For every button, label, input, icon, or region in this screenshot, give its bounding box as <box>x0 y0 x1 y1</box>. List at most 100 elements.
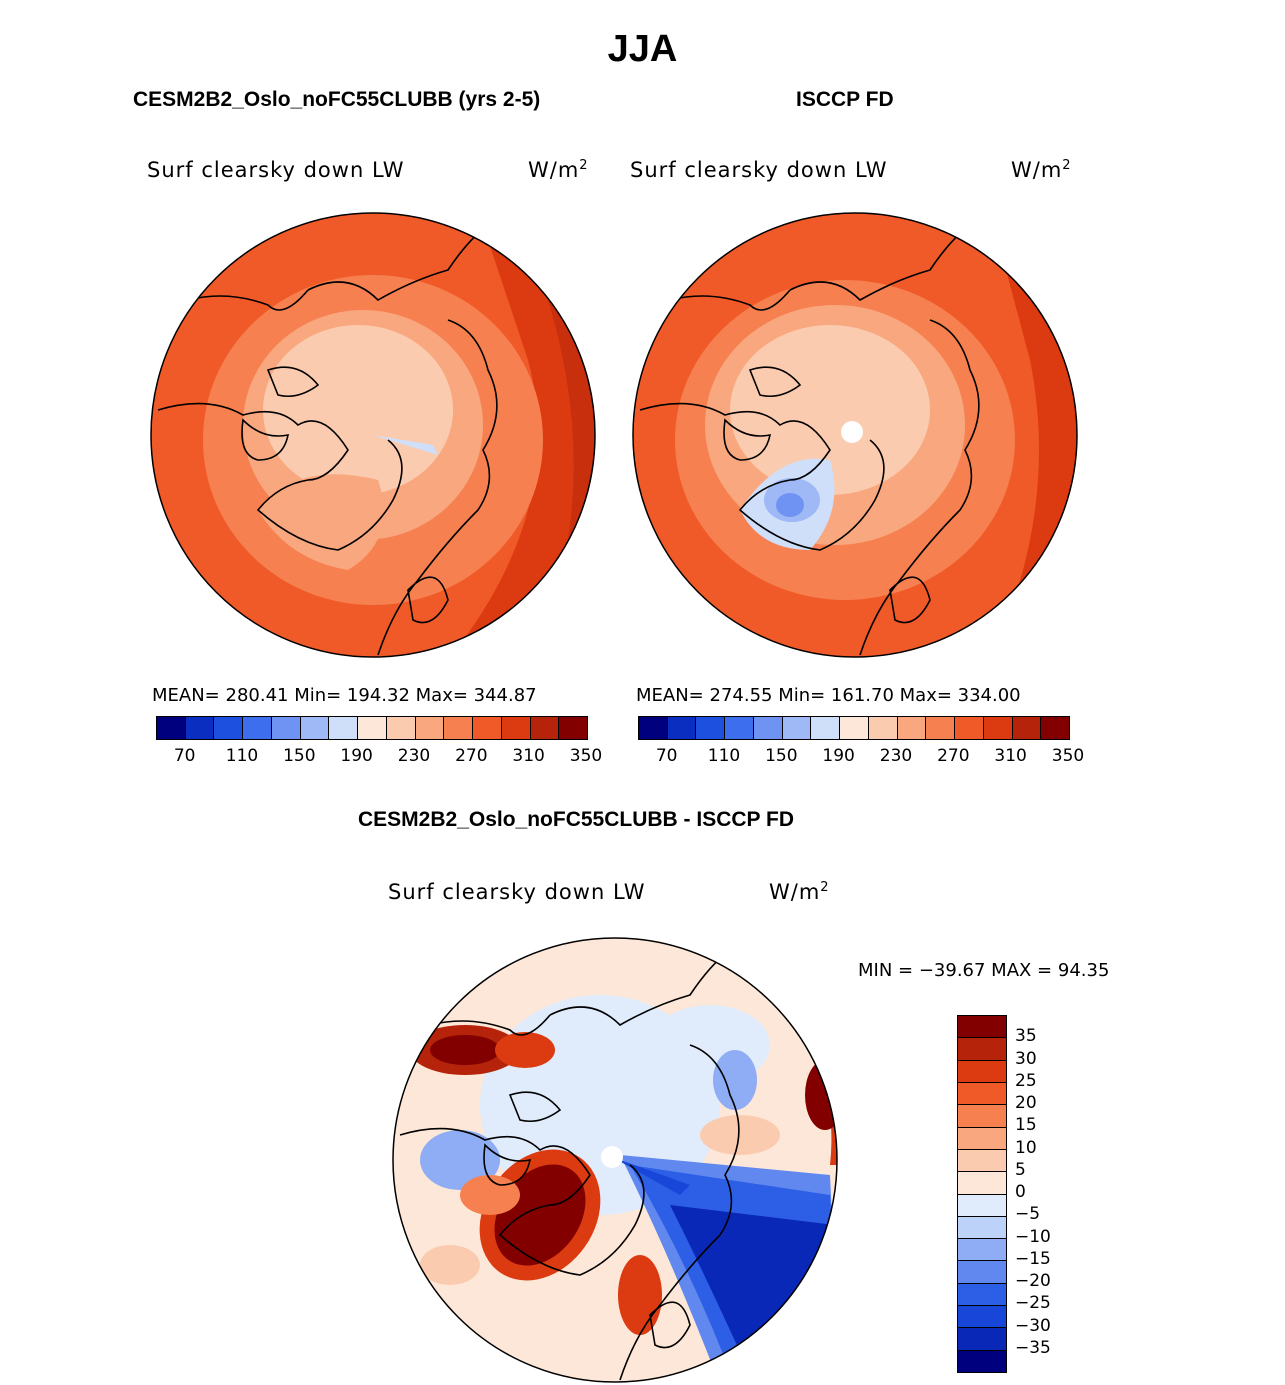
diff-colorbar-tick-label: 10 <box>1015 1137 1037 1158</box>
obs-colorbar-tick-label: 310 <box>994 746 1027 766</box>
diff-colorbar-tick-label: −25 <box>1015 1293 1051 1314</box>
obs-panel-title: ISCCP FD <box>796 88 894 111</box>
diff-colorbar-swatch <box>958 1060 1006 1083</box>
model-polar-map <box>150 212 596 658</box>
model-greenland-region <box>258 474 384 570</box>
obs-colorbar <box>638 716 1070 740</box>
obs-colorbar-swatch <box>840 717 869 739</box>
model-colorbar-tick-label: 190 <box>340 746 373 766</box>
obs-colorbar-swatch <box>696 717 726 739</box>
model-colorbar-swatch <box>530 717 560 739</box>
model-colorbar-swatch <box>473 717 502 739</box>
obs-polar-map <box>632 212 1078 658</box>
diff-colorbar-swatch <box>958 1038 1006 1061</box>
obs-units-label: W/m2 <box>1011 158 1072 182</box>
obs-colorbar-swatch <box>725 717 754 739</box>
diff-colorbar-tick-label: −15 <box>1015 1248 1051 1269</box>
obs-colorbar-tick-label: 190 <box>822 746 855 766</box>
diff-colorbar-swatch <box>958 1283 1006 1307</box>
diff-colorbar-swatch <box>958 1261 1006 1284</box>
model-colorbar <box>156 716 588 740</box>
obs-colorbar-ticks: 70 110 150 190 230 270 310 350 <box>638 746 1084 768</box>
model-colorbar-swatch <box>214 717 244 739</box>
diff-stats: MIN = −39.67 MAX = 94.35 <box>858 960 1110 981</box>
model-colorbar-swatch <box>300 717 330 739</box>
diff-colorbar-swatch <box>958 1328 1006 1351</box>
model-colorbar-tick-label: 150 <box>283 746 316 766</box>
diff-colorbar-tick-label: −20 <box>1015 1271 1051 1291</box>
model-stats: MEAN= 280.41 Min= 194.32 Max= 344.87 <box>152 685 537 706</box>
diff-colorbar-swatch <box>958 1239 1006 1262</box>
diff-colorbar-swatch <box>958 1306 1006 1329</box>
model-colorbar-tick-label: 270 <box>455 746 488 766</box>
model-colorbar-swatch <box>415 717 445 739</box>
diff-colorbar-swatch <box>958 1194 1006 1217</box>
obs-field-label: Surf clearsky down LW <box>630 158 888 182</box>
diff-colorbar-swatch <box>958 1016 1006 1039</box>
model-colorbar-swatch <box>185 717 215 739</box>
obs-colorbar-tick-label: 270 <box>937 746 970 766</box>
diff-colorbar-tick-label: 35 <box>1015 1026 1037 1047</box>
model-coastlines <box>157 224 498 656</box>
diff-panel-title: CESM2B2_Oslo_noFC55CLUBB - ISCCP FD <box>358 808 795 831</box>
season-title: JJA <box>607 28 678 70</box>
diff-colorbar-tick-label: −30 <box>1015 1315 1051 1336</box>
model-colorbar-swatch <box>444 717 474 739</box>
model-panel-title: CESM2B2_Oslo_noFC55CLUBB (yrs 2-5) <box>133 88 541 111</box>
diff-colorbar-tick-label: 5 <box>1015 1159 1026 1180</box>
obs-colorbar-swatch <box>868 717 898 739</box>
diff-field-label: Surf clearsky down LW <box>388 880 646 904</box>
obs-colorbar-swatch <box>955 717 984 739</box>
obs-colorbar-swatch <box>811 717 841 739</box>
diff-coastlines <box>399 949 740 1381</box>
obs-colorbar-swatch <box>983 717 1013 739</box>
diff-colorbar-tick-label: −10 <box>1015 1226 1051 1247</box>
obs-colorbar-swatch <box>753 717 783 739</box>
obs-colorbar-swatch <box>639 717 668 739</box>
model-colorbar-swatch <box>157 717 186 739</box>
model-colorbar-swatch <box>386 717 416 739</box>
model-colorbar-tick-label: 70 <box>173 746 196 766</box>
diff-colorbar-tick-label: 15 <box>1015 1115 1037 1136</box>
obs-colorbar-tick-label: 70 <box>655 746 678 766</box>
obs-colorbar-tick-label: 110 <box>707 746 741 766</box>
model-colorbar-swatch <box>271 717 301 739</box>
obs-colorbar-swatch <box>1041 717 1070 739</box>
diff-colorbar-tick-label: 25 <box>1015 1070 1037 1091</box>
diff-polar-map <box>392 937 838 1383</box>
obs-colorbar-swatch <box>782 717 812 739</box>
obs-colorbar-tick-label: 350 <box>1051 746 1085 766</box>
obs-colorbar-swatch <box>667 717 697 739</box>
model-colorbar-tick-label: 350 <box>569 746 603 766</box>
model-colorbar-swatch <box>243 717 272 739</box>
diff-colorbar-swatch <box>958 1216 1006 1240</box>
model-colorbar-tick-label: 110 <box>225 746 259 766</box>
diff-colorbar <box>957 1015 1007 1373</box>
diff-colorbar-swatch <box>958 1350 1006 1372</box>
model-colorbar-swatch <box>358 717 387 739</box>
diff-units-label: W/m2 <box>769 880 830 904</box>
diff-colorbar-ticks: 35 30 25 20 15 10 5 0 −5 −10 −15 −20 −25 −30 −35 <box>1015 1015 1095 1373</box>
model-field-label: Surf clearsky down LW <box>147 158 405 182</box>
obs-colorbar-swatch <box>1012 717 1042 739</box>
model-colorbar-ticks: 70 110 150 190 230 270 310 350 <box>156 746 602 768</box>
model-colorbar-swatch <box>559 717 588 739</box>
model-colorbar-swatch <box>501 717 531 739</box>
diff-colorbar-swatch <box>958 1149 1006 1173</box>
model-colorbar-tick-label: 310 <box>512 746 545 766</box>
diff-colorbar-tick-label: 0 <box>1015 1182 1026 1202</box>
diff-colorbar-swatch <box>958 1127 1006 1150</box>
obs-coastlines <box>639 224 980 656</box>
model-colorbar-swatch <box>329 717 359 739</box>
diff-colorbar-swatch <box>958 1172 1006 1195</box>
diff-colorbar-tick-label: −35 <box>1015 1337 1051 1358</box>
obs-stats: MEAN= 274.55 Min= 161.70 Max= 334.00 <box>636 685 1021 706</box>
obs-colorbar-swatch <box>897 717 927 739</box>
diff-colorbar-swatch <box>958 1082 1006 1106</box>
diff-colorbar-swatch <box>958 1105 1006 1128</box>
diff-colorbar-tick-label: 20 <box>1015 1093 1037 1113</box>
model-units-label: W/m2 <box>528 158 589 182</box>
obs-colorbar-swatch <box>926 717 956 739</box>
obs-colorbar-tick-label: 150 <box>765 746 798 766</box>
obs-colorbar-tick-label: 230 <box>879 746 913 766</box>
